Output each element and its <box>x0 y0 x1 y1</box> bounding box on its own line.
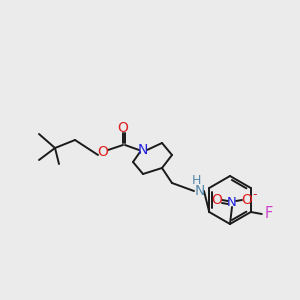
Text: N: N <box>195 184 205 198</box>
Text: H: H <box>191 175 201 188</box>
Text: -: - <box>253 188 257 202</box>
Text: O: O <box>212 193 222 207</box>
Text: O: O <box>242 193 252 207</box>
Text: F: F <box>265 206 273 221</box>
Text: N: N <box>227 196 237 208</box>
Text: O: O <box>98 145 108 159</box>
Text: N: N <box>138 143 148 157</box>
Text: O: O <box>118 121 128 135</box>
